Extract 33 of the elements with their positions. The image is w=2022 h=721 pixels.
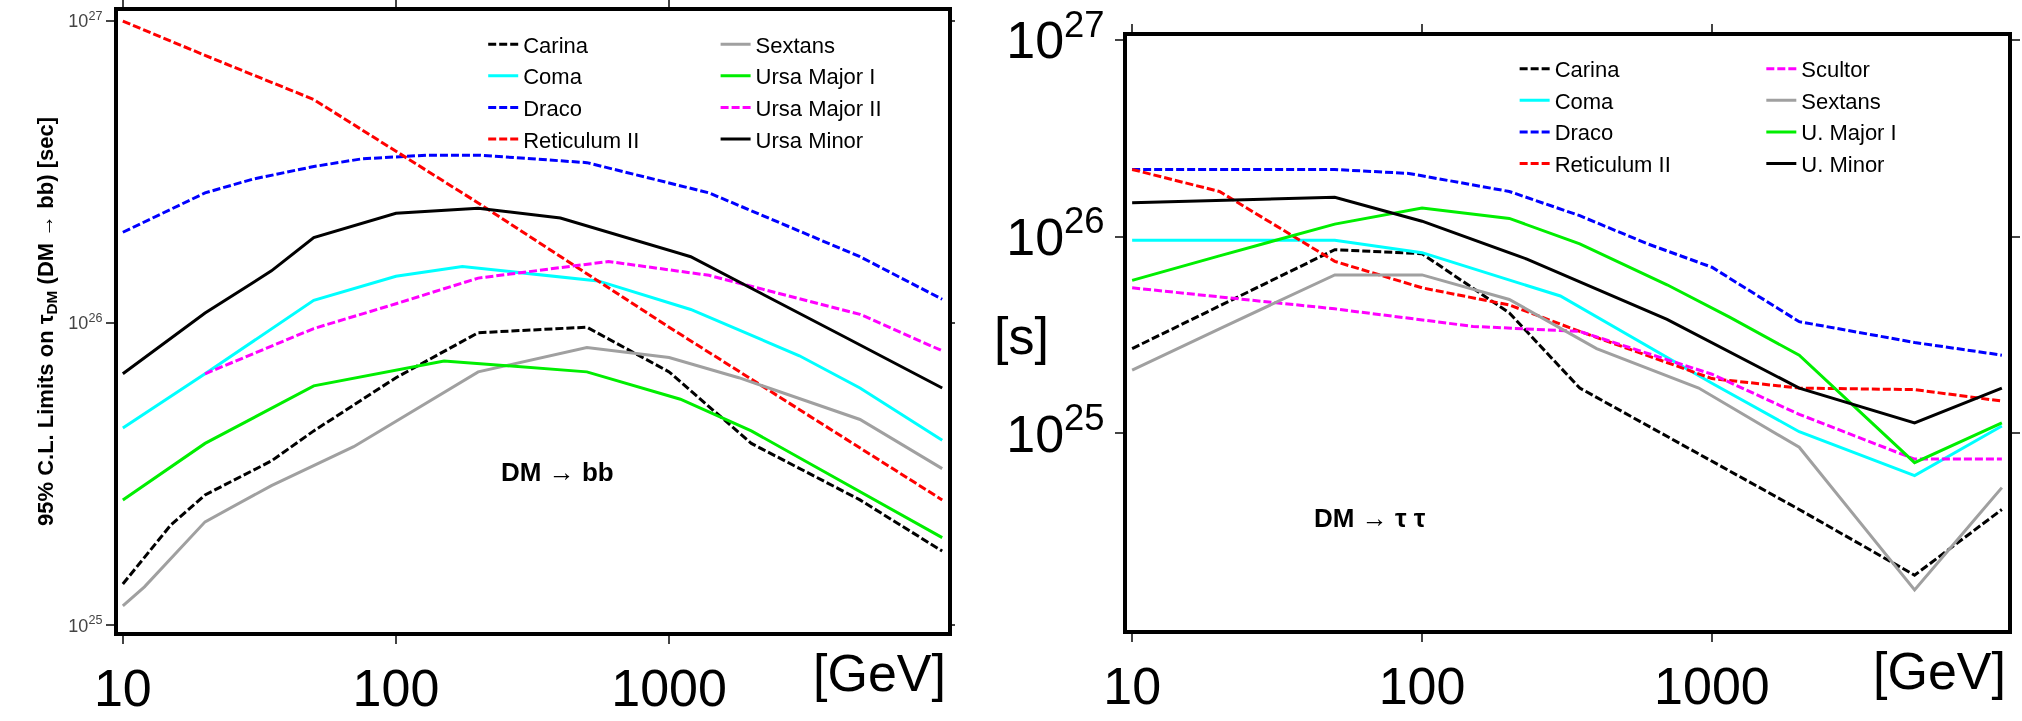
x-tick-label: 100: [1378, 657, 1466, 716]
legend-label: Carina: [523, 32, 589, 58]
y-tick-label: 10$^{26}$: [68, 310, 103, 334]
x-tick-label: 1000: [1654, 657, 1770, 716]
y-tick-label: 10$^{25}$: [1006, 396, 1105, 463]
legend-label: U. Major I: [1801, 120, 1897, 146]
legend-label: U. Minor: [1801, 152, 1885, 178]
legend-label: Sextans: [1801, 88, 1881, 114]
x-axis-title: [GeV]: [1873, 642, 2006, 700]
legend-label: Coma: [523, 64, 583, 90]
annotation: DM → bb: [501, 457, 614, 487]
legend-label: Ursa Major I: [755, 64, 876, 90]
legend-label: Scultor: [1801, 57, 1870, 83]
y-tick-label: 10$^{25}$: [68, 613, 103, 636]
legend-label: Sextans: [755, 32, 836, 58]
legend-label: Draco: [523, 96, 582, 121]
x-tick-label: 10: [93, 659, 152, 718]
y-tick-label: 10$^{26}$: [1006, 200, 1105, 266]
y-tick-label: 10$^{27}$: [68, 8, 103, 32]
annotation: DM → τ τ: [1314, 503, 1426, 533]
legend-label: Reticulum II: [1554, 152, 1671, 178]
legend-label: Carina: [1554, 57, 1621, 83]
y-tick-label: 10$^{27}$: [1006, 3, 1105, 70]
legend-label: Ursa Major II: [755, 96, 882, 121]
legend-label: Draco: [1554, 120, 1614, 146]
y-axis-title: [s]: [994, 307, 1049, 365]
x-axis-title: [GeV]: [813, 644, 946, 702]
legend-label: Reticulum II: [523, 127, 640, 153]
legend-label: Ursa Minor: [755, 127, 864, 153]
x-tick-label: 1000: [611, 659, 727, 718]
legend-label: Coma: [1554, 88, 1615, 114]
x-tick-label: 10: [1103, 657, 1162, 716]
x-tick-label: 100: [352, 659, 440, 718]
